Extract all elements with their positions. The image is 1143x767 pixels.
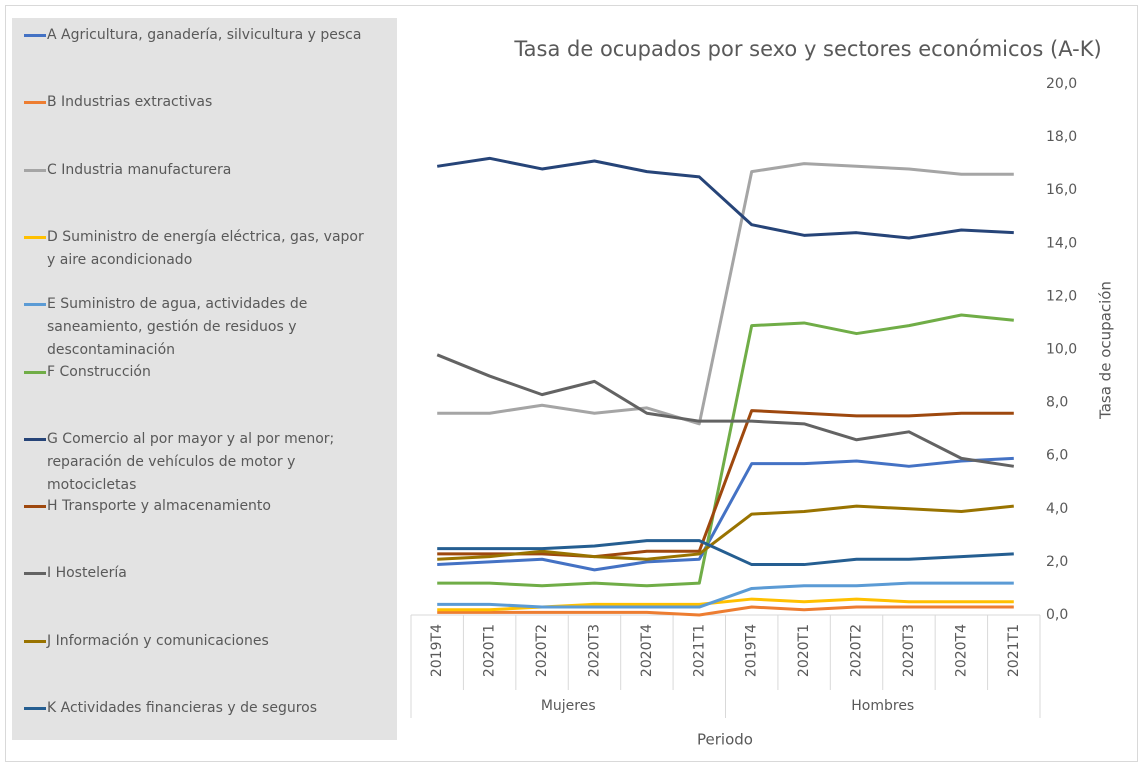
y-tick-label: 10,0 xyxy=(1046,342,1077,358)
y-tick-label: 14,0 xyxy=(1046,235,1077,251)
legend-swatch xyxy=(24,505,46,509)
x-tick-label: 2019T4 xyxy=(429,624,445,677)
y-tick-label: 16,0 xyxy=(1046,182,1077,198)
group-label: Hombres xyxy=(851,698,914,714)
legend-swatch xyxy=(24,168,46,172)
legend-label: J Información y comunicaciones xyxy=(47,632,269,649)
series-line xyxy=(437,605,1014,617)
y-tick-label: 20,0 xyxy=(1046,76,1077,92)
series-line xyxy=(437,409,1014,559)
legend: A Agricultura, ganadería, silvicultura y… xyxy=(12,18,397,740)
x-tick-label: 2020T1 xyxy=(482,624,498,677)
y-axis-title: Tasa de ocupación xyxy=(1097,281,1115,420)
x-tick-label: 2020T2 xyxy=(534,624,550,677)
x-tick-label: 2020T3 xyxy=(901,624,917,677)
y-tick-label: 4,0 xyxy=(1046,501,1068,517)
legend-label: H Transporte y almacenamiento xyxy=(47,498,271,515)
series-line xyxy=(437,456,1014,572)
legend-swatch xyxy=(24,303,46,307)
legend-label: A Agricultura, ganadería, silvicultura y… xyxy=(47,27,362,43)
legend-swatch xyxy=(24,437,46,441)
series-line xyxy=(437,504,1014,561)
y-tick-label: 6,0 xyxy=(1046,448,1068,464)
y-tick-label: 0,0 xyxy=(1046,607,1068,623)
legend-swatch xyxy=(24,101,46,105)
x-tick-label: 2020T3 xyxy=(586,624,602,677)
legend-label: B Industrias extractivas xyxy=(47,94,213,111)
legend-label: F Construcción xyxy=(47,363,151,380)
legend-swatch xyxy=(24,235,46,239)
legend-label: I Hostelería xyxy=(47,565,127,582)
x-tick-label: 2021T1 xyxy=(691,624,707,677)
series-line xyxy=(437,539,1014,567)
series-line xyxy=(437,313,1014,588)
x-tick-label: 2021T1 xyxy=(1006,624,1022,677)
series-line xyxy=(436,156,1014,240)
chart-title: Tasa de ocupados por sexo y sectores eco… xyxy=(513,37,1101,61)
x-tick-label: 2020T2 xyxy=(849,624,865,677)
x-axis-title: Periodo xyxy=(697,731,753,749)
legend-swatch xyxy=(24,707,46,710)
legend-swatch xyxy=(24,639,46,643)
group-label: Mujeres xyxy=(541,698,596,714)
series-line xyxy=(437,581,1014,609)
y-tick-label: 18,0 xyxy=(1046,129,1077,145)
legend-label: D Suministro de energía eléctrica, gas, … xyxy=(47,228,364,268)
y-tick-label: 8,0 xyxy=(1046,395,1068,411)
y-tick-label: 2,0 xyxy=(1046,554,1068,570)
legend-swatch xyxy=(24,34,46,37)
legend-label: K Actividades financieras y de seguros xyxy=(47,700,318,716)
series-line xyxy=(436,353,1015,468)
x-tick-label: 2020T1 xyxy=(796,624,812,677)
legend-swatch xyxy=(24,370,46,374)
x-tick-label: 2020T4 xyxy=(639,624,655,677)
legend-swatch xyxy=(24,572,46,576)
legend-label: E Suministro de agua, actividades de san… xyxy=(47,296,308,359)
y-tick-label: 12,0 xyxy=(1046,288,1077,304)
x-tick-label: 2019T4 xyxy=(744,624,760,677)
legend-label: G Comercio al por mayor y al por menor; … xyxy=(47,430,335,493)
series-line xyxy=(437,162,1014,426)
legend-label: C Industria manufacturera xyxy=(47,161,232,178)
x-tick-label: 2020T4 xyxy=(953,624,969,677)
